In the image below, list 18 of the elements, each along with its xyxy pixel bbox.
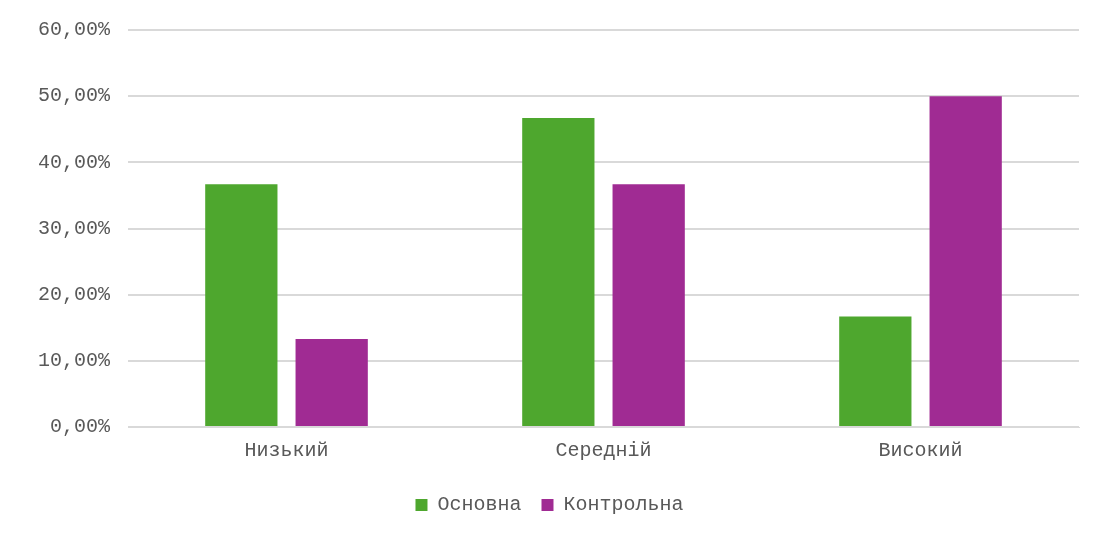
y-tick-label: 20,00%: [38, 282, 112, 306]
y-tick-label: 0,00%: [50, 415, 111, 439]
x-tick-label: Середній: [555, 439, 652, 463]
bar: [839, 316, 912, 426]
bar: [522, 118, 595, 426]
y-tick-label: 50,00%: [38, 84, 112, 108]
y-tick-label: 60,00%: [38, 18, 112, 42]
legend-label: Основна: [437, 493, 522, 517]
bar: [295, 339, 368, 426]
legend-label: Контрольна: [563, 493, 684, 517]
y-tick-label: 40,00%: [38, 150, 112, 174]
y-tick-label: 30,00%: [38, 216, 112, 240]
x-tick-label: Низький: [244, 439, 329, 463]
x-tick-label: Високий: [878, 439, 963, 463]
bar: [612, 184, 685, 426]
y-tick-label: 10,00%: [38, 349, 112, 373]
bar: [929, 96, 1002, 426]
bar: [205, 184, 278, 426]
